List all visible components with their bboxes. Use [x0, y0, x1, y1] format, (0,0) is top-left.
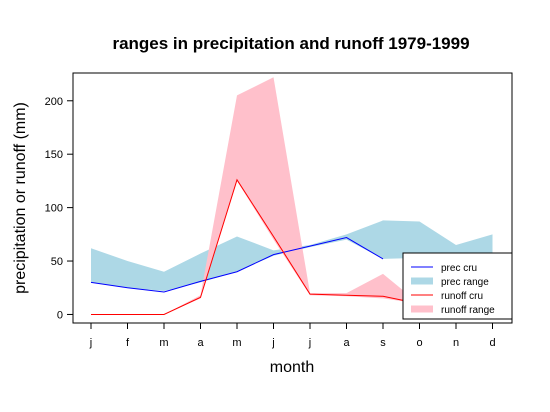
- y-tick-label: 150: [45, 149, 63, 161]
- x-tick-label: j: [271, 337, 274, 349]
- series-lines: [90, 178, 420, 315]
- x-tick-label: j: [308, 337, 311, 349]
- range-bands: [91, 77, 493, 315]
- x-axis-label: month: [270, 359, 314, 376]
- x-tick-label: f: [126, 337, 130, 349]
- prec-range-band: [91, 220, 493, 291]
- plot-frame: [72, 72, 513, 324]
- legend-box: [402, 252, 513, 320]
- x-tick-label: n: [453, 337, 459, 349]
- legend-label: prec range: [441, 277, 489, 288]
- x-tick-label: d: [489, 337, 495, 349]
- x-tick-label: o: [416, 337, 422, 349]
- x-tick-label: a: [343, 337, 350, 349]
- x-tick-label: a: [197, 337, 204, 349]
- x-tick-label: j: [89, 337, 92, 349]
- y-tick-label: 200: [45, 96, 63, 108]
- y-axis-label: precipitation or runoff (mm): [12, 102, 29, 294]
- legend-label: runoff cru: [441, 291, 483, 302]
- runoff-range-band: [91, 77, 493, 315]
- y-axis: 0 50 100 150 200: [45, 96, 73, 321]
- legend: prec cru prec range runoff cru runoff range: [402, 252, 513, 320]
- prec-cru-line: [90, 236, 384, 293]
- x-tick-label: m: [232, 337, 241, 349]
- y-tick-label: 0: [57, 309, 63, 321]
- x-tick-label: s: [380, 337, 386, 349]
- y-tick-label: 50: [51, 256, 63, 268]
- chart-title: ranges in precipitation and runoff 1979-…: [112, 34, 469, 53]
- y-tick-label: 100: [45, 203, 63, 215]
- legend-label: runoff range: [441, 305, 495, 316]
- runoff-cru-line: [91, 178, 420, 315]
- legend-label: prec cru: [441, 263, 477, 274]
- x-tick-label: m: [159, 337, 168, 349]
